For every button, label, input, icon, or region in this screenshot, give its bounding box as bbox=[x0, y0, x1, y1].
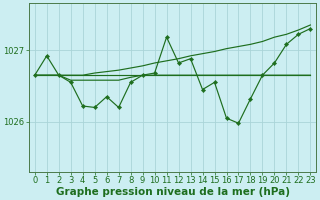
X-axis label: Graphe pression niveau de la mer (hPa): Graphe pression niveau de la mer (hPa) bbox=[56, 187, 290, 197]
